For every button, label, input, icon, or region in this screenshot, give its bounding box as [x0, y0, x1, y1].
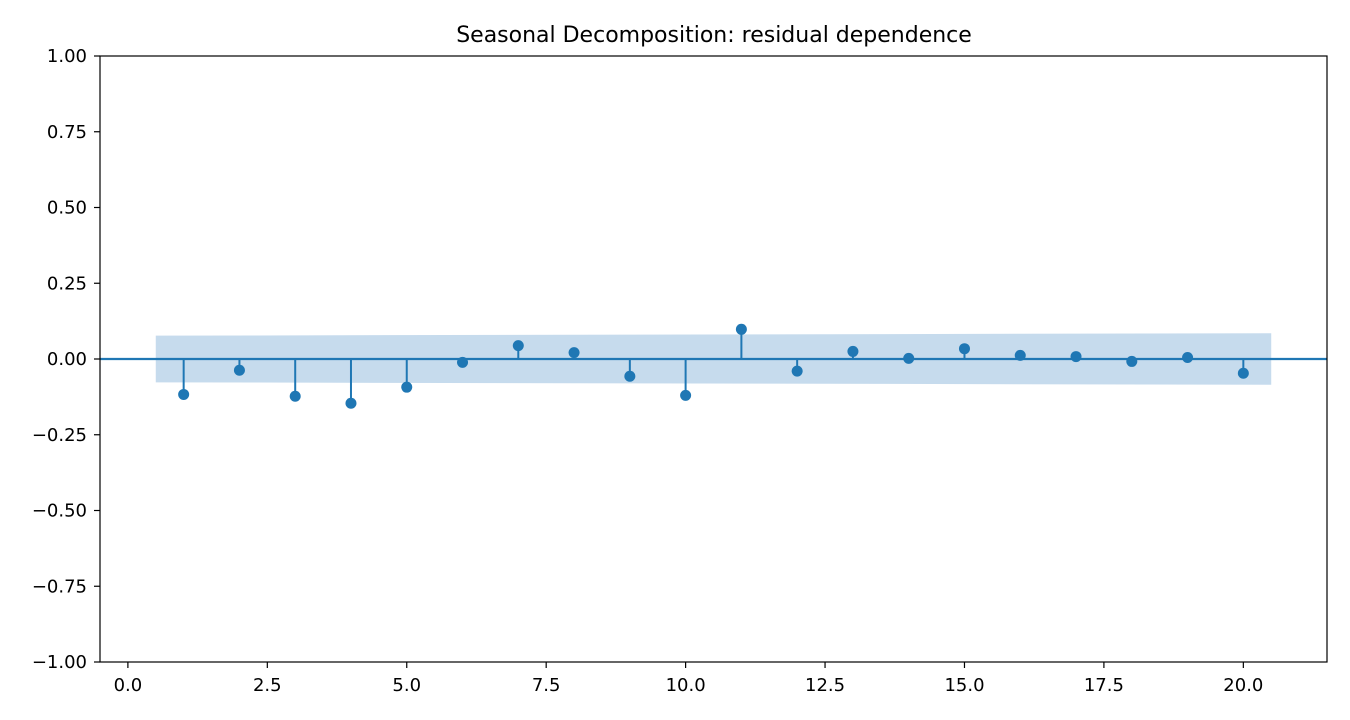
stem-marker: [1237, 367, 1249, 379]
x-tick-label: 10.0: [666, 675, 706, 696]
stem-marker: [233, 364, 245, 376]
x-tick-label: 7.5: [532, 675, 561, 696]
y-tick-label: 0.25: [47, 273, 87, 294]
stem-marker: [1014, 349, 1026, 361]
stem-marker: [958, 343, 970, 355]
stem-marker: [289, 390, 301, 402]
stem-marker: [178, 388, 190, 400]
stem-marker: [735, 323, 747, 335]
y-tick-label: −0.50: [32, 501, 87, 522]
x-tick-label: 20.0: [1223, 675, 1263, 696]
y-tick-label: 0.75: [47, 122, 87, 143]
x-tick-label: 17.5: [1084, 675, 1124, 696]
x-tick-label: 2.5: [253, 675, 282, 696]
stem-marker: [1070, 351, 1082, 363]
axes: 0.0 2.5 5.0 7.5 10.0 12.5 15.0 17.5 20.0 −1.00 −0.…: [32, 46, 1328, 696]
stem-marker: [903, 352, 915, 364]
x-tick-label: 0.0: [114, 675, 143, 696]
stem-marker: [568, 347, 580, 359]
y-tick-label: 1.00: [47, 46, 87, 67]
y-tick-label: −0.25: [32, 425, 87, 446]
stem-marker: [1126, 355, 1138, 367]
y-tick-label: 0.00: [47, 349, 87, 370]
x-tick-label: 15.0: [944, 675, 984, 696]
x-tick-label: 5.0: [392, 675, 421, 696]
stem-marker: [1182, 351, 1194, 363]
stem-marker: [791, 365, 803, 377]
stem-marker: [457, 356, 469, 368]
chart-title: Seasonal Decomposition: residual depende…: [456, 23, 972, 48]
stem-marker: [624, 370, 636, 382]
stem-marker: [345, 397, 357, 409]
stem-marker: [680, 389, 692, 401]
y-tick-label: −1.00: [32, 652, 87, 673]
x-tick-label: 12.5: [805, 675, 845, 696]
y-tick-label: 0.50: [47, 198, 87, 219]
y-tick-label: −0.75: [32, 576, 87, 597]
stem-marker: [401, 381, 413, 393]
stem-marker: [512, 340, 524, 352]
stem-marker: [847, 345, 859, 357]
plot-area: [100, 323, 1327, 409]
